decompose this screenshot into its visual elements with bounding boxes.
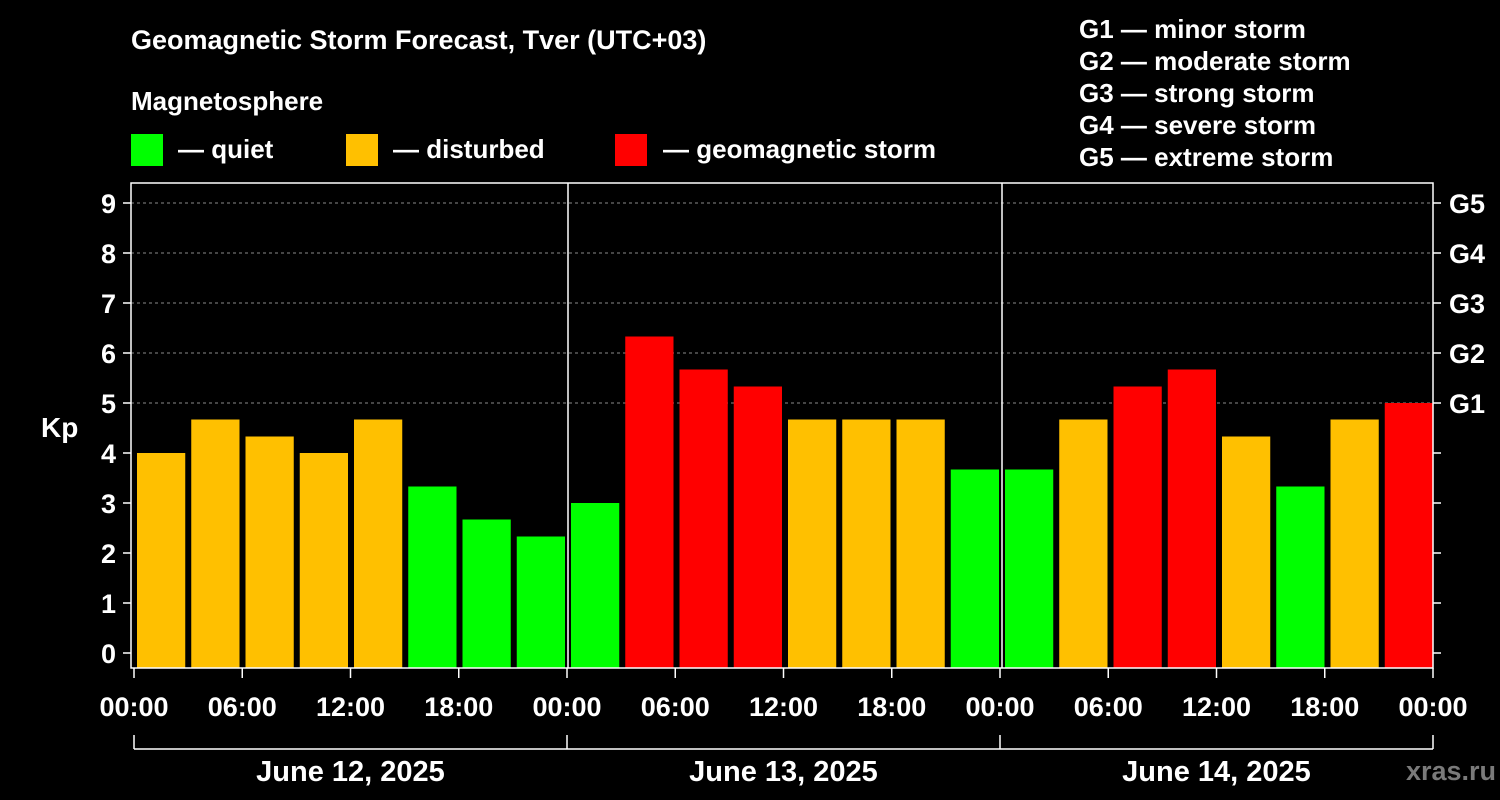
y-tick-label-7: 7 bbox=[101, 289, 116, 319]
kp-bar-5 bbox=[408, 486, 457, 668]
y-tick-label-6: 6 bbox=[101, 339, 116, 369]
legend-heading: Magnetosphere bbox=[131, 86, 323, 116]
x-tick-label-5: 06:00 bbox=[641, 692, 710, 722]
x-tick-label-7: 18:00 bbox=[857, 692, 926, 722]
x-tick-label-0: 00:00 bbox=[99, 692, 168, 722]
x-tick-label-11: 18:00 bbox=[1290, 692, 1359, 722]
legend-label-disturbed: — disturbed bbox=[393, 134, 545, 164]
plot-border bbox=[130, 182, 1434, 669]
kp-bar-13 bbox=[842, 419, 891, 668]
kp-bar-12 bbox=[788, 419, 837, 668]
g-level-label-g5: G5 bbox=[1449, 189, 1485, 219]
x-tick-label-4: 00:00 bbox=[532, 692, 601, 722]
storm-scale-g5: G5 — extreme storm bbox=[1079, 142, 1333, 172]
kp-bar-8 bbox=[571, 503, 620, 668]
legend-swatch-quiet bbox=[131, 134, 163, 166]
y-tick-label-0: 0 bbox=[101, 639, 116, 669]
y-tick-label-3: 3 bbox=[101, 489, 116, 519]
kp-bar-22 bbox=[1330, 419, 1379, 668]
kp-bar-16 bbox=[1005, 469, 1054, 668]
kp-bar-15 bbox=[950, 469, 999, 668]
g-level-label-g4: G4 bbox=[1449, 239, 1485, 269]
storm-scale-g4: G4 — severe storm bbox=[1079, 110, 1316, 140]
y-tick-label-2: 2 bbox=[101, 539, 116, 569]
y-tick-label-5: 5 bbox=[101, 389, 116, 419]
kp-bar-9 bbox=[625, 336, 674, 668]
kp-bar-3 bbox=[299, 453, 348, 668]
kp-bar-21 bbox=[1276, 486, 1325, 668]
chart-title: Geomagnetic Storm Forecast, Tver (UTC+03… bbox=[131, 25, 706, 55]
legend-swatch-disturbed bbox=[346, 134, 378, 166]
y-tick-label-9: 9 bbox=[101, 189, 116, 219]
plot-frame bbox=[130, 182, 1434, 669]
kp-bar-6 bbox=[462, 519, 511, 668]
kp-bar-4 bbox=[354, 419, 403, 668]
legend-label-quiet: — quiet bbox=[178, 134, 274, 164]
y-axis-label: Kp bbox=[41, 412, 78, 443]
x-tick-label-12: 00:00 bbox=[1398, 692, 1467, 722]
date-label-0: June 12, 2025 bbox=[256, 756, 445, 788]
y-tick-label-8: 8 bbox=[101, 239, 116, 269]
y-tick-label-4: 4 bbox=[101, 439, 116, 469]
kp-bar-14 bbox=[896, 419, 945, 668]
grid-lines bbox=[131, 202, 1433, 404]
kp-bar-2 bbox=[245, 436, 294, 668]
kp-bar-17 bbox=[1059, 419, 1108, 668]
x-tick-label-10: 12:00 bbox=[1182, 692, 1251, 722]
date-label-1: June 13, 2025 bbox=[689, 756, 878, 788]
storm-level-ticks: G1 G2 G3 G4 G5 bbox=[1433, 189, 1485, 654]
storm-scale-g3: G3 — strong storm bbox=[1079, 78, 1314, 108]
x-tick-label-2: 12:00 bbox=[316, 692, 385, 722]
kp-bar-7 bbox=[516, 536, 565, 668]
kp-bar-23 bbox=[1384, 403, 1433, 668]
date-label-2: June 14, 2025 bbox=[1122, 756, 1311, 788]
g-level-label-g3: G3 bbox=[1449, 289, 1485, 319]
storm-scale-g2: G2 — moderate storm bbox=[1079, 46, 1351, 76]
x-tick-label-8: 00:00 bbox=[965, 692, 1034, 722]
kp-bar-20 bbox=[1222, 436, 1271, 668]
kp-bar-10 bbox=[679, 369, 728, 668]
g-level-label-g2: G2 bbox=[1449, 339, 1485, 369]
x-axis-ticks: 00:00 06:00 12:00 18:00 00:00 06:00 12:00 18:00… bbox=[99, 668, 1468, 722]
x-tick-label-1: 06:00 bbox=[208, 692, 277, 722]
x-tick-label-6: 12:00 bbox=[749, 692, 818, 722]
x-tick-label-9: 06:00 bbox=[1074, 692, 1143, 722]
kp-bar-18 bbox=[1113, 386, 1162, 668]
storm-scale-g1: G1 — minor storm bbox=[1079, 14, 1306, 44]
x-tick-label-3: 18:00 bbox=[424, 692, 493, 722]
g-level-label-g1: G1 bbox=[1449, 389, 1485, 419]
kp-bar-11 bbox=[733, 386, 782, 668]
kp-bar-19 bbox=[1167, 369, 1216, 668]
date-axis: June 12, 2025 June 13, 2025 June 14, 2025 bbox=[133, 735, 1434, 788]
legend-label-storm: — geomagnetic storm bbox=[663, 134, 936, 164]
watermark: xras.ru bbox=[1406, 756, 1496, 786]
y-tick-label-1: 1 bbox=[101, 589, 116, 619]
y-axis-ticks: 0 1 2 3 4 5 6 7 8 9 bbox=[101, 189, 131, 669]
kp-bar-1 bbox=[191, 419, 240, 668]
kp-bar-0 bbox=[137, 453, 186, 668]
legend-swatch-storm bbox=[615, 134, 647, 166]
bar-series bbox=[137, 336, 1433, 668]
